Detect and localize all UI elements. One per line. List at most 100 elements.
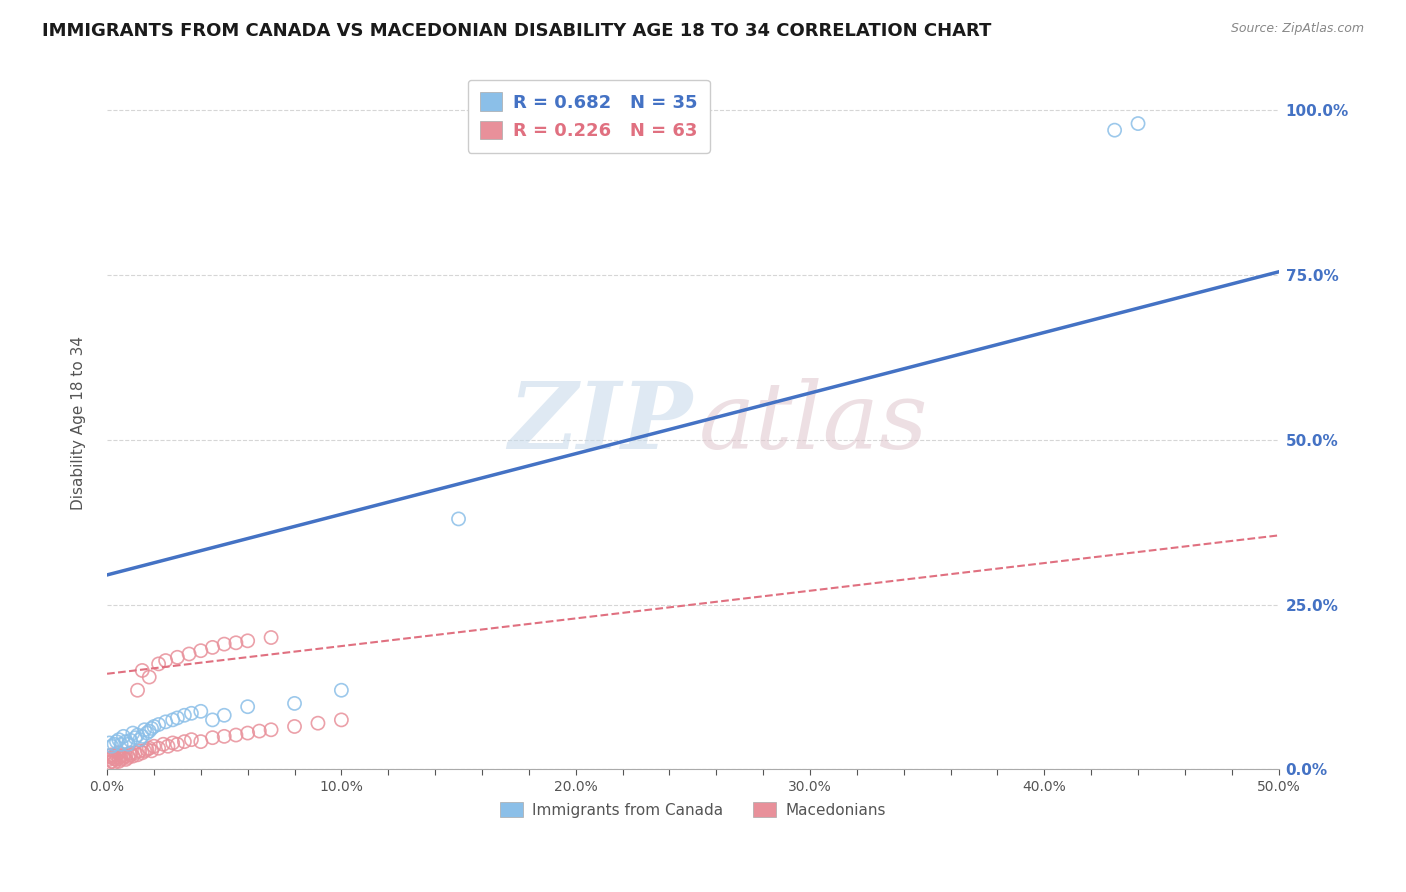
Point	[107, 732, 129, 747]
Point	[117, 737, 139, 751]
Point	[103, 737, 125, 751]
Point	[100, 755, 122, 769]
Text: IMMIGRANTS FROM CANADA VS MACEDONIAN DISABILITY AGE 18 TO 34 CORRELATION CHART: IMMIGRANTS FROM CANADA VS MACEDONIAN DIS…	[42, 22, 991, 40]
Point	[103, 749, 125, 764]
Point	[135, 742, 157, 756]
Point	[114, 734, 136, 748]
Point	[201, 731, 224, 745]
Point	[148, 657, 170, 671]
Point	[121, 726, 143, 740]
Point	[173, 708, 195, 723]
Point	[142, 719, 165, 733]
Point	[283, 697, 305, 711]
Point	[148, 717, 170, 731]
Point	[131, 730, 153, 744]
Point	[307, 716, 329, 731]
Point	[166, 711, 188, 725]
Point	[177, 647, 200, 661]
Point	[236, 633, 259, 648]
Point	[114, 749, 136, 764]
Point	[162, 713, 184, 727]
Point	[135, 726, 157, 740]
Point	[155, 714, 177, 729]
Point	[131, 746, 153, 760]
Point	[100, 750, 122, 764]
Point	[180, 732, 202, 747]
Point	[107, 750, 129, 764]
Point	[201, 640, 224, 655]
Point	[107, 746, 129, 760]
Point	[190, 704, 212, 718]
Point	[120, 746, 142, 760]
Point	[110, 752, 132, 766]
Point	[447, 512, 470, 526]
Point	[112, 730, 135, 744]
Point	[127, 728, 149, 742]
Point	[1104, 123, 1126, 137]
Point	[330, 683, 353, 698]
Point	[141, 722, 163, 736]
Point	[260, 631, 283, 645]
Point	[138, 670, 160, 684]
Point	[127, 683, 149, 698]
Point	[98, 749, 121, 764]
Point	[330, 713, 353, 727]
Point	[212, 708, 235, 723]
Text: atlas: atlas	[699, 378, 928, 468]
Point	[283, 719, 305, 733]
Point	[124, 746, 146, 760]
Point	[98, 752, 121, 766]
Point	[112, 750, 135, 764]
Point	[100, 747, 122, 762]
Point	[103, 752, 125, 766]
Point	[236, 726, 259, 740]
Point	[236, 699, 259, 714]
Point	[247, 724, 270, 739]
Point	[225, 636, 247, 650]
Point	[110, 737, 132, 751]
Point	[1126, 117, 1149, 131]
Point	[166, 737, 188, 751]
Point	[128, 744, 150, 758]
Point	[138, 724, 160, 739]
Point	[120, 733, 142, 747]
Point	[138, 741, 160, 756]
Point	[190, 643, 212, 657]
Point	[103, 756, 125, 770]
Point	[155, 654, 177, 668]
Point	[112, 747, 135, 762]
Point	[142, 739, 165, 754]
Point	[98, 736, 121, 750]
Point	[98, 756, 121, 770]
Point	[141, 744, 163, 758]
Point	[117, 750, 139, 764]
Point	[105, 747, 128, 762]
Point	[190, 734, 212, 748]
Point	[134, 723, 156, 737]
Point	[225, 728, 247, 742]
Point	[201, 713, 224, 727]
Point	[162, 736, 184, 750]
Point	[128, 732, 150, 747]
Point	[152, 737, 174, 751]
Point	[180, 706, 202, 721]
Point	[105, 734, 128, 748]
Point	[156, 739, 179, 754]
Point	[131, 664, 153, 678]
Point	[124, 731, 146, 745]
Point	[148, 741, 170, 756]
Text: Source: ZipAtlas.com: Source: ZipAtlas.com	[1230, 22, 1364, 36]
Point	[114, 752, 136, 766]
Point	[212, 637, 235, 651]
Point	[105, 752, 128, 766]
Point	[100, 739, 122, 754]
Point	[134, 744, 156, 758]
Point	[127, 747, 149, 762]
Point	[166, 650, 188, 665]
Point	[107, 755, 129, 769]
Legend: Immigrants from Canada, Macedonians: Immigrants from Canada, Macedonians	[494, 797, 893, 824]
Y-axis label: Disability Age 18 to 34: Disability Age 18 to 34	[72, 336, 86, 510]
Text: ZIP: ZIP	[509, 378, 693, 468]
Point	[173, 734, 195, 748]
Point	[260, 723, 283, 737]
